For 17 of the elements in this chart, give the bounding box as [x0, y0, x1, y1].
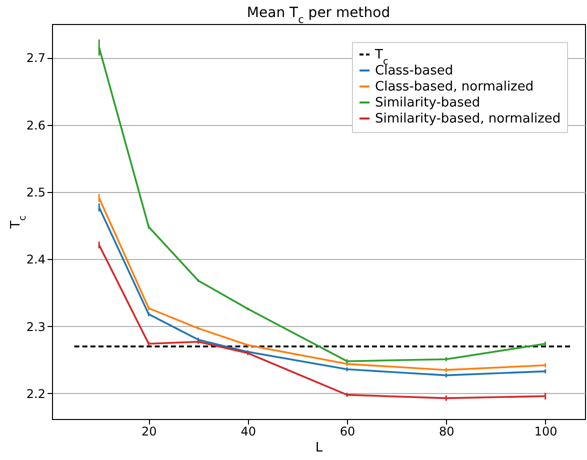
legend-label: Class-based, normalized	[375, 80, 534, 94]
y-tick-label: 2.6	[26, 118, 46, 132]
legend-label: Similarity-based, normalized	[375, 112, 561, 126]
x-tick-label: 100	[534, 424, 558, 438]
x-tick-label: 40	[240, 424, 256, 438]
legend-label: Class-based	[375, 64, 454, 78]
y-tick-label: 2.5	[26, 185, 46, 200]
x-tick-label: 80	[439, 424, 454, 438]
chart-title: Mean T$_{c}$ per method	[246, 5, 390, 26]
x-tick-label: 20	[142, 424, 157, 438]
x-axis-title: L	[315, 440, 324, 456]
legend-label: Similarity-based	[375, 96, 480, 110]
y-tick-label: 2.3	[26, 320, 46, 334]
y-tick-label: 2.2	[26, 386, 46, 401]
y-tick-label: 2.7	[26, 51, 46, 66]
x-tick-label: 60	[340, 424, 356, 438]
y-tick-label: 2.4	[26, 252, 46, 267]
